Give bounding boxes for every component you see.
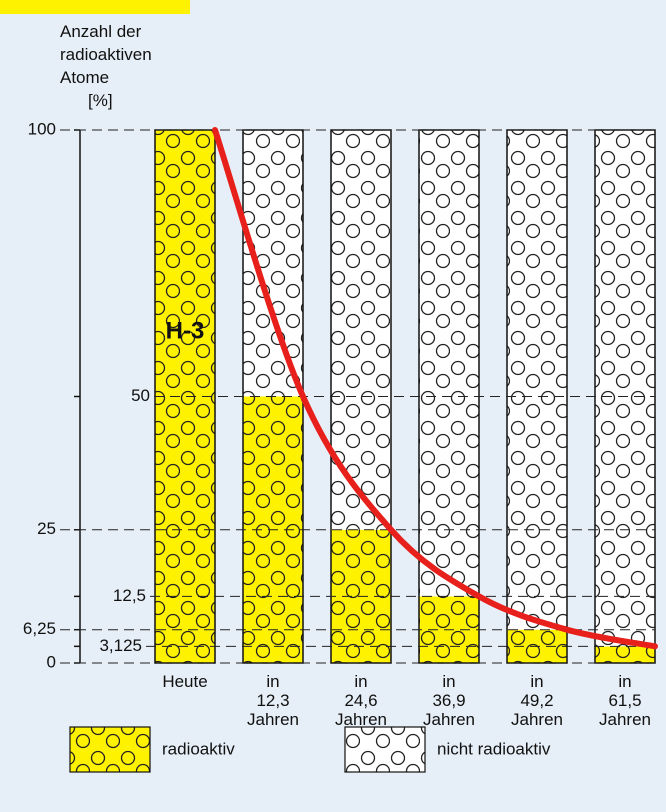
- x-tick-label: in 24,6 Jahren: [335, 672, 387, 729]
- y-tick-label: 100: [28, 119, 56, 138]
- y-tick-label: 25: [37, 519, 56, 538]
- y-tick-label: 6,25: [23, 619, 56, 638]
- bar-pattern: [507, 130, 567, 630]
- legend-label: radioaktiv: [162, 739, 235, 758]
- y-tick-label: 12,5: [113, 586, 146, 605]
- legend-swatch-pattern: [69, 726, 151, 773]
- x-tick-label: in 61,5 Jahren: [599, 672, 651, 729]
- y-tick-label: 3,125: [99, 636, 142, 655]
- bar-pattern: [595, 646, 655, 663]
- x-tick-label: in 12,3 Jahren: [247, 672, 299, 729]
- bar-pattern: [419, 130, 479, 597]
- bar-pattern: [243, 130, 303, 397]
- y-tick-label: 0: [47, 652, 56, 671]
- legend-label: nicht radioaktiv: [437, 739, 551, 758]
- header-decor: [0, 0, 190, 14]
- bar-label: H-3: [166, 317, 205, 344]
- decay-curve: [212, 127, 658, 650]
- x-tick-label: Heute: [162, 672, 208, 691]
- legend-swatch-pattern: [344, 726, 426, 773]
- x-tick-label: in 36,9 Jahren: [423, 672, 475, 729]
- y-tick-label: 50: [131, 386, 150, 405]
- y-axis-label: Anzahl der radioaktiven Atome [%]: [60, 20, 170, 112]
- y-label-text: Anzahl der radioaktiven Atome: [60, 22, 152, 87]
- bar-pattern: [595, 130, 655, 647]
- x-tick-label: in 49,2 Jahren: [511, 672, 563, 729]
- y-unit: [%]: [88, 91, 113, 110]
